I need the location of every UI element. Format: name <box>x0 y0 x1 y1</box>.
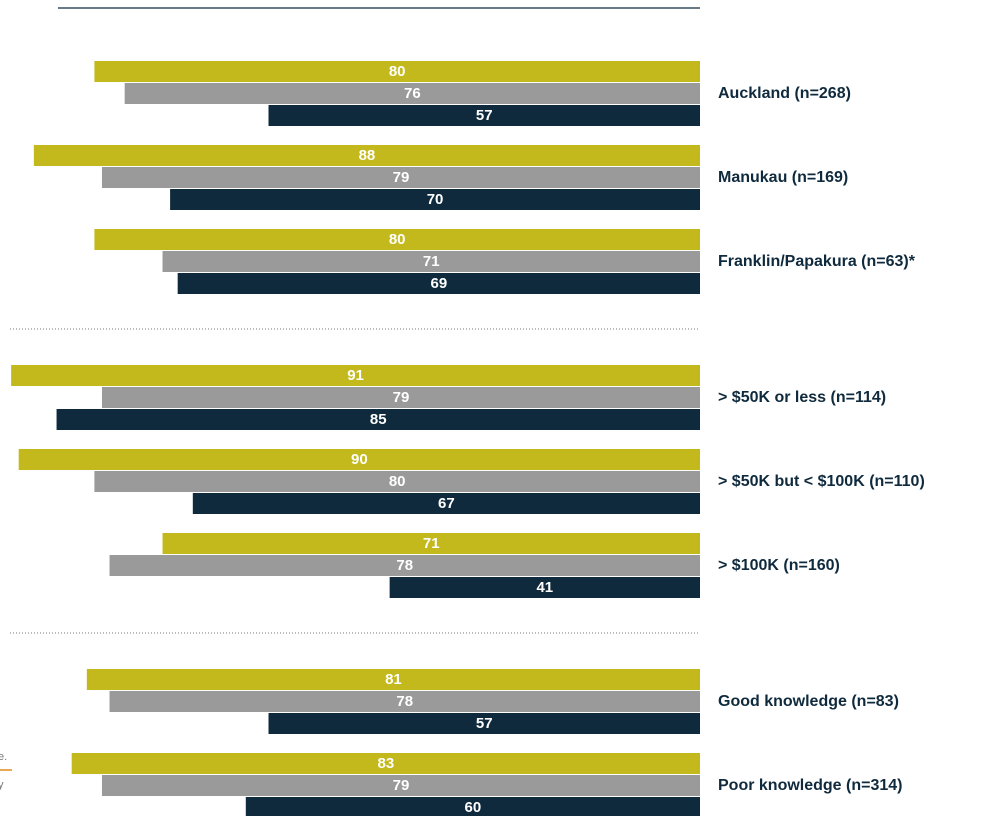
value-label: 78 <box>396 557 413 574</box>
value-label: 90 <box>351 451 368 468</box>
category-label: Auckland (n=268) <box>718 85 851 102</box>
value-label: 76 <box>404 85 421 102</box>
bar <box>86 669 700 690</box>
footnote: y <box>0 779 4 791</box>
bar <box>109 555 701 576</box>
value-label: 85 <box>370 411 387 428</box>
bar <box>33 145 700 166</box>
value-label: 71 <box>423 535 440 552</box>
bar <box>268 713 700 734</box>
value-label: 78 <box>396 693 413 710</box>
value-label: 57 <box>476 107 493 124</box>
bar <box>124 83 701 104</box>
bar <box>389 577 700 598</box>
bar <box>101 387 701 408</box>
value-label: 80 <box>389 231 406 248</box>
value-label: 71 <box>423 253 440 270</box>
bar <box>162 251 700 272</box>
bar <box>162 533 700 554</box>
category-label: Manukau (n=169) <box>718 169 848 186</box>
bar <box>11 365 700 386</box>
bar <box>94 61 700 82</box>
category-label: > $100K (n=160) <box>718 557 840 574</box>
bar <box>56 409 701 430</box>
value-label: 83 <box>378 755 395 772</box>
bar <box>245 797 701 816</box>
value-label: 80 <box>389 473 406 490</box>
value-label: 79 <box>393 169 410 186</box>
category-label: > $50K or less (n=114) <box>718 389 886 406</box>
bar <box>268 105 700 126</box>
footnote: e. <box>0 751 7 763</box>
value-label: 67 <box>438 495 455 512</box>
value-label: 70 <box>427 191 444 208</box>
value-label: 79 <box>393 389 410 406</box>
value-label: 91 <box>347 367 364 384</box>
bar <box>94 229 700 250</box>
value-label: 57 <box>476 715 493 732</box>
bar <box>177 273 701 294</box>
value-label: 60 <box>465 799 482 816</box>
bar <box>170 189 701 210</box>
bar <box>101 775 701 796</box>
bar <box>94 471 700 492</box>
value-label: 88 <box>359 147 376 164</box>
value-label: 79 <box>393 777 410 794</box>
bar <box>18 449 700 470</box>
value-label: 41 <box>536 579 553 596</box>
value-label: 80 <box>389 63 406 80</box>
bar <box>101 167 701 188</box>
category-label: Good knowledge (n=83) <box>718 693 899 710</box>
category-label: Franklin/Papakura (n=63)* <box>718 253 916 270</box>
bar <box>109 691 701 712</box>
bar <box>71 753 700 774</box>
category-label: Poor knowledge (n=314) <box>718 777 902 794</box>
category-label: > $50K but < $100K (n=110) <box>718 473 925 490</box>
bar <box>192 493 700 514</box>
value-label: 81 <box>385 671 402 688</box>
value-label: 69 <box>430 275 447 292</box>
